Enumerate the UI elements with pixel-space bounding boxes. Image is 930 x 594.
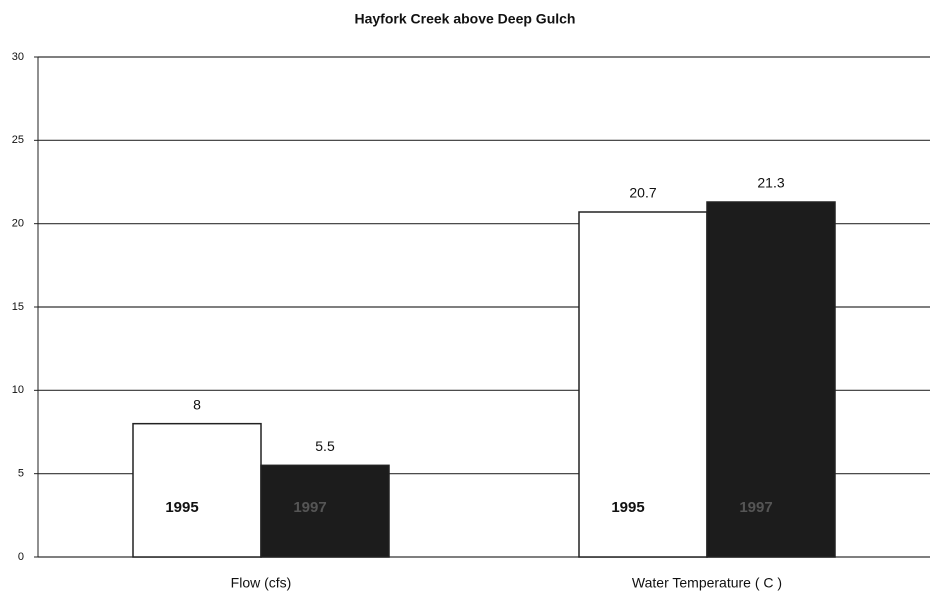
bar xyxy=(132,422,262,558)
y-tick-label: 25 xyxy=(12,134,24,146)
data-label: 5.5 xyxy=(315,438,335,454)
bar xyxy=(260,464,390,558)
y-tick-label: 30 xyxy=(12,51,24,63)
bar xyxy=(706,201,836,558)
y-tick-label: 0 xyxy=(18,551,24,563)
series-label: 1995 xyxy=(165,499,198,516)
data-label: 20.7 xyxy=(629,185,656,201)
series-label: 1997 xyxy=(739,499,772,516)
data-label: 21.3 xyxy=(757,175,784,191)
chart-title: Hayfork Creek above Deep Gulch xyxy=(355,11,576,27)
series-label: 1995 xyxy=(611,499,644,516)
y-tick-label: 15 xyxy=(12,301,24,313)
y-tick-label: 5 xyxy=(18,468,24,480)
x-tick-label: Water Temperature ( C ) xyxy=(632,575,782,591)
y-tick-label: 20 xyxy=(12,218,24,230)
series-label: 1997 xyxy=(293,499,326,516)
y-tick-label: 10 xyxy=(12,384,24,396)
x-tick-label: Flow (cfs) xyxy=(231,575,292,591)
data-label: 8 xyxy=(193,396,201,412)
